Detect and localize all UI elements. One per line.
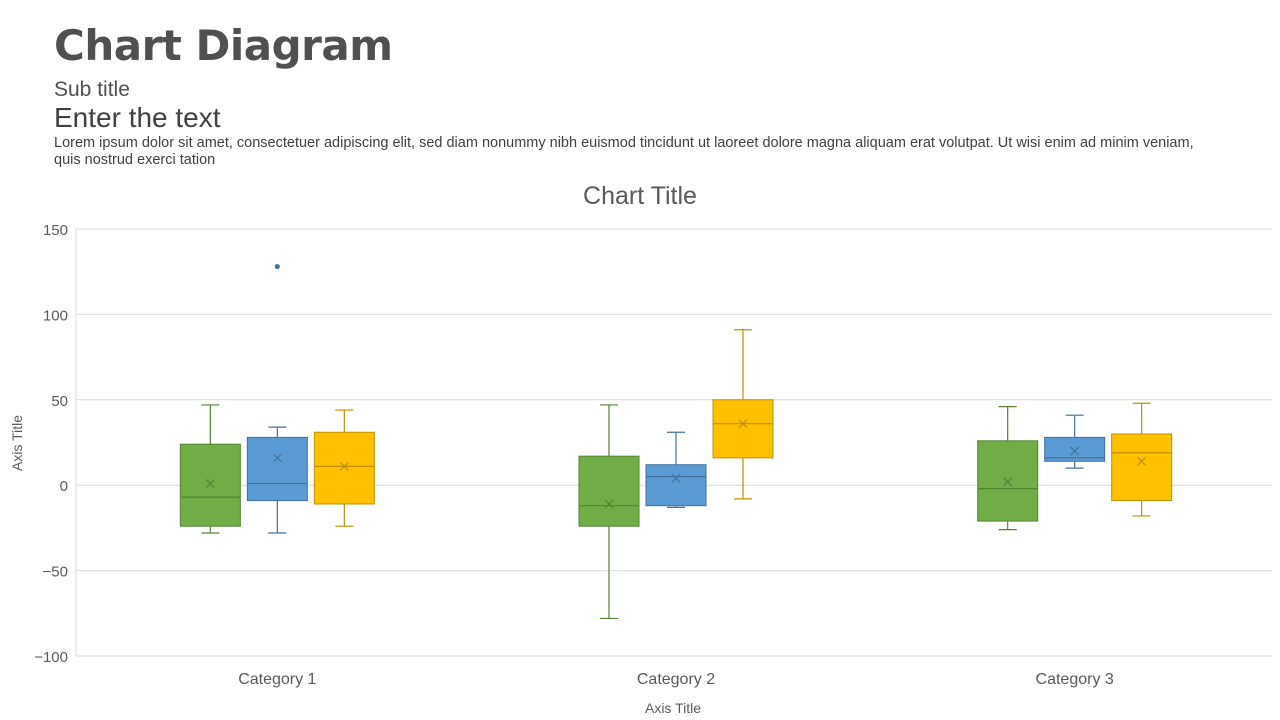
box-plot <box>313 409 375 527</box>
box-plot <box>977 406 1039 531</box>
box-iqr <box>645 464 707 507</box>
mean-marker <box>205 479 215 488</box>
y-tick-label: 100 <box>43 307 68 324</box>
mean-marker <box>339 461 349 471</box>
body-paragraph: Lorem ipsum dolor sit amet, consectetuer… <box>54 135 1194 168</box>
box-iqr <box>246 436 308 502</box>
outlier-point <box>274 264 280 270</box>
chart-title: Chart Title <box>583 182 697 210</box>
mean-marker <box>1070 446 1080 456</box>
box-iqr <box>977 440 1039 522</box>
box-plot <box>1044 414 1106 469</box>
box-plot <box>1111 402 1173 517</box>
box-iqr <box>179 443 241 527</box>
page-subtitle: Sub title <box>54 78 130 101</box>
section-heading: Enter the text <box>54 102 221 133</box>
box-plot <box>712 329 774 500</box>
box-iqr <box>578 455 640 527</box>
box-plot <box>578 404 640 620</box>
box-plot-chart: Chart Title Axis Title Axis Title −100 −5… <box>9 182 1272 716</box>
y-tick-label: −100 <box>34 649 68 666</box>
mean-marker <box>738 419 748 429</box>
y-tick-label: 150 <box>43 222 68 239</box>
box-iqr <box>1044 436 1106 462</box>
box-iqr <box>712 399 774 459</box>
box-plot <box>645 431 707 509</box>
mean-marker <box>1137 456 1147 466</box>
box-iqr <box>1111 433 1173 502</box>
page-title: Chart Diagram <box>54 21 393 70</box>
x-tick-label: Category 3 <box>1036 671 1114 688</box>
x-axis-title: Axis Title <box>645 700 701 716</box>
mean-marker <box>272 453 282 463</box>
chart-marks <box>179 264 1173 620</box>
y-tick-label: 50 <box>51 393 68 410</box>
box-plot <box>246 264 308 534</box>
y-axis-title: Axis Title <box>9 415 25 471</box>
mean-marker <box>604 499 614 509</box>
mean-marker <box>671 473 681 483</box>
box-plot <box>179 404 241 534</box>
chart-labels: Chart Title Axis Title Axis Title −100 −5… <box>9 182 1114 716</box>
y-tick-label: −50 <box>43 564 68 581</box>
mean-marker <box>1003 477 1013 487</box>
y-tick-label: 0 <box>60 478 68 495</box>
x-tick-label: Category 1 <box>238 671 316 688</box>
box-iqr <box>313 431 375 505</box>
x-tick-label: Category 2 <box>637 671 715 688</box>
